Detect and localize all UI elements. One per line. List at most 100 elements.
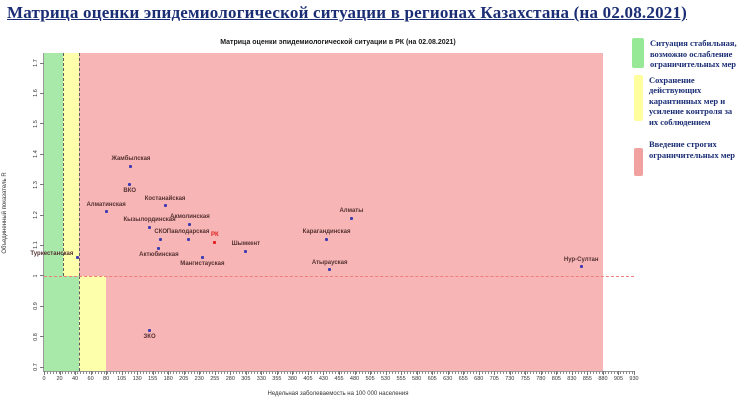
x-tick [602,371,604,375]
data-point-label-Жамбылская: Жамбылская [111,156,151,163]
legend-item-keep-measures: Сохранение действующих карантинных мер и… [632,74,738,128]
x-tick-label: 930 [629,376,639,382]
data-point-label-ВКО: ВКО [123,188,137,195]
x-tick [540,371,542,375]
x-tick [261,371,263,375]
data-point-СКО [159,237,163,241]
reference-line-r1 [44,275,634,277]
x-tick [199,371,201,375]
x-tick-label: 155 [148,376,158,382]
x-tick-label: 60 [87,376,94,382]
x-tick-label: 880 [598,376,608,382]
zone-lower-green [44,275,79,371]
legend-swatch-yellow [634,74,643,121]
chart-subtitle: Матрица оценки эпидемиологической ситуац… [220,39,456,46]
x-tick-label: 130 [132,376,142,382]
y-tick-label: 1.7 [33,59,39,67]
data-point-РК [213,240,217,244]
x-tick-label: 20 [56,376,63,382]
legend: Ситуация стабильная, возможно ослабление… [632,38,738,181]
x-tick [183,371,185,375]
data-point-label-Мангистауская: Мангистауская [180,261,225,268]
x-tick [307,371,309,375]
x-tick [106,371,108,375]
data-point-Туркестанская [75,256,79,260]
x-tick-label: 505 [365,376,375,382]
x-tick [59,371,61,375]
y-tick [40,62,44,64]
data-point-label-РК: РК [210,232,219,239]
y-tick-label: 1.6 [33,89,39,98]
y-tick [40,214,44,216]
data-point-label-ЗКО: ЗКО [143,334,156,341]
x-tick-label: 40 [71,376,79,382]
x-tick [152,371,154,375]
x-tick-label: 755 [520,376,530,382]
x-tick [478,371,480,375]
y-tick-label: 1.4 [33,150,39,159]
x-tick [168,371,170,375]
legend-swatch-green [632,38,644,68]
y-tick-label: 1.3 [33,180,39,189]
x-tick [339,371,340,375]
legend-label-stable: Ситуация стабильная, возможно ослабление… [650,38,737,69]
x-tick-label: 905 [613,376,624,382]
y-tick-label: 0.9 [33,302,39,311]
x-tick [75,371,77,375]
page-title: Матрица оценки эпидемиологической ситуац… [7,3,688,22]
data-point-ЗКО [148,329,152,333]
y-tick [40,153,44,155]
legend-label-keep-measures: Сохранение действующих карантинных мер и… [649,74,733,127]
data-point-label-Карагандинская: Карагандинская [302,229,351,236]
x-tick-label: 105 [117,376,127,382]
x-tick [276,371,278,375]
x-tick-label: 355 [272,376,282,382]
x-tick-label: 455 [334,376,344,382]
x-tick-label: 830 [567,376,577,382]
x-tick [447,371,449,375]
data-point-Шымкент [244,249,248,253]
y-tick [40,275,44,277]
x-tick-label: 555 [396,376,406,382]
x-tick [230,371,232,375]
x-tick-label: 430 [318,376,329,382]
x-tick-label: 705 [489,376,499,382]
data-point-ВКО [128,183,132,187]
x-tick-label: 405 [303,376,313,382]
x-tick-label: 780 [536,376,546,382]
data-point-label-Алматинская: Алматинская [86,201,126,208]
x-tick [354,371,356,375]
x-tick-label: 855 [582,376,592,382]
y-tick [40,123,44,125]
data-point-label-Акмолинская: Акмолинская [170,214,210,221]
legend-swatch-pink [634,148,643,176]
x-tick [121,371,123,375]
data-point-Мангистауская [200,256,204,260]
x-tick [432,371,434,375]
zone-lower-pink [106,275,603,371]
y-tick [40,92,44,94]
x-tick-label: 630 [443,376,453,382]
x-tick [214,371,216,375]
zone-upper-pink [78,53,603,276]
x-axis-title: Недельная заболеваемость на 100 000 насе… [267,391,409,397]
x-tick-label: 480 [349,376,360,382]
data-point-Алматы [349,216,353,220]
x-tick-label: 305 [241,376,251,382]
legend-label-strict-measures: Введение строгих ограничительных мер [649,139,735,160]
y-tick [40,336,44,338]
zone-boundary-dashed [78,53,80,276]
data-point-Кызылординская [148,225,152,229]
x-tick [385,371,387,375]
data-point-Актюбинская [157,246,161,250]
zone-boundary-dashed [63,53,65,276]
x-tick-label: 605 [427,376,437,382]
x-tick [556,371,558,375]
data-point-label-СКО: СКО [154,229,168,236]
x-tick-label: 805 [551,376,561,382]
x-tick [137,371,139,375]
plot-area: 0 20 40 60 80 105 130 155 180 205 230 255 280 305 330 3… [30,53,639,382]
x-tick [323,371,325,375]
y-tick [40,184,44,186]
